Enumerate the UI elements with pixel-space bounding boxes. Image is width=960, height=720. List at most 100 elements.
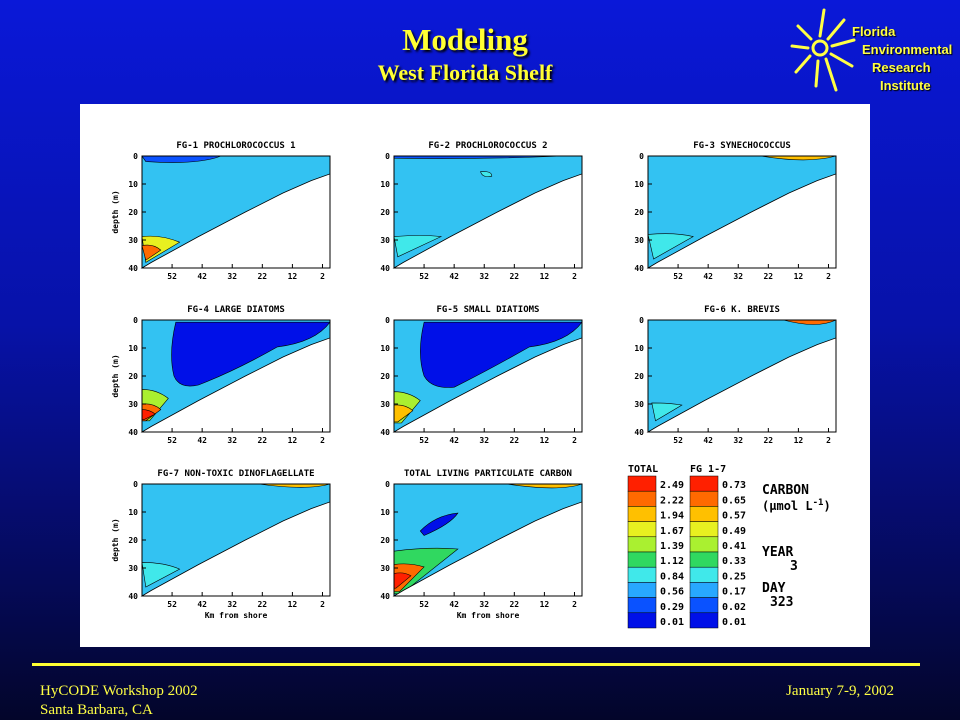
legend-fg-value: 0.65 bbox=[722, 495, 746, 506]
legend-swatch bbox=[689, 506, 719, 522]
logo-line: Environmental bbox=[862, 42, 953, 57]
x-tick-label: 2 bbox=[320, 436, 325, 445]
y-tick-label: 0 bbox=[385, 316, 390, 325]
x-axis-label: Km from shore bbox=[205, 611, 268, 620]
panel-title: FG-2 PROCHLOROCOCCUS 2 bbox=[428, 141, 547, 151]
legend-total-value: 0.84 bbox=[660, 571, 684, 582]
legend-year-value: 3 bbox=[790, 559, 798, 574]
x-tick-label: 42 bbox=[197, 436, 207, 445]
legend-total-value: 1.94 bbox=[660, 511, 684, 522]
x-tick-label: 22 bbox=[257, 436, 267, 445]
legend-total-value: 1.67 bbox=[660, 526, 684, 537]
contour-region bbox=[141, 409, 156, 420]
y-tick-label: 40 bbox=[128, 264, 138, 273]
legend-swatch bbox=[689, 582, 719, 598]
y-tick-label: 0 bbox=[385, 152, 390, 161]
y-tick-label: 40 bbox=[634, 264, 644, 273]
y-tick-label: 20 bbox=[128, 536, 138, 545]
contour-region bbox=[420, 321, 583, 388]
y-tick-label: 20 bbox=[380, 372, 390, 381]
legend-units: (μmol L-1) bbox=[762, 498, 831, 513]
contour-panel: FG-1 PROCHLOROCOCCUS 1 0 10 20 30 40 52 42 32 22 1… bbox=[111, 141, 331, 281]
legend-fg-value: 0.73 bbox=[722, 480, 746, 491]
contour-region bbox=[393, 404, 414, 423]
y-tick-label: 40 bbox=[380, 592, 390, 601]
color-legend: TOTAL FG 1-7 2.49 0.73 2.22 0.65 1.94 0.57 1.67 0… bbox=[627, 464, 831, 629]
legend-total-value: 0.29 bbox=[660, 602, 684, 613]
contour-panel: FG-6 K. BREVIS 0 10 20 30 40 52 42 32 22 12 2 bbox=[634, 305, 837, 445]
x-tick-label: 32 bbox=[227, 436, 237, 445]
y-tick-label: 20 bbox=[634, 372, 644, 381]
y-tick-label: 30 bbox=[634, 400, 644, 409]
x-tick-label: 22 bbox=[509, 600, 519, 609]
x-tick-label: 32 bbox=[479, 436, 489, 445]
legend-fg-value: 0.02 bbox=[722, 602, 746, 613]
model-figure: FG-1 PROCHLOROCOCCUS 1 0 10 20 30 40 52 42 32 22 1… bbox=[80, 104, 870, 647]
legend-fg-value: 0.25 bbox=[722, 571, 746, 582]
x-tick-label: 12 bbox=[540, 272, 550, 281]
x-tick-label: 12 bbox=[288, 436, 298, 445]
y-tick-label: 0 bbox=[133, 152, 138, 161]
legend-swatch bbox=[627, 612, 657, 629]
legend-swatch bbox=[689, 612, 719, 629]
y-tick-label: 20 bbox=[128, 372, 138, 381]
legend-year-label: YEAR bbox=[762, 545, 793, 560]
x-tick-label: 12 bbox=[288, 600, 298, 609]
x-tick-label: 32 bbox=[227, 600, 237, 609]
x-tick-label: 52 bbox=[419, 272, 429, 281]
legend-swatch bbox=[627, 490, 657, 507]
x-tick-label: 2 bbox=[320, 272, 325, 281]
legend-swatch bbox=[627, 506, 657, 522]
x-tick-label: 52 bbox=[673, 272, 683, 281]
x-tick-label: 32 bbox=[479, 600, 489, 609]
panel-title: FG-6 K. BREVIS bbox=[704, 305, 780, 315]
x-tick-label: 22 bbox=[509, 272, 519, 281]
y-tick-label: 30 bbox=[128, 564, 138, 573]
y-tick-label: 30 bbox=[128, 236, 138, 245]
y-axis-label: depth (m) bbox=[111, 518, 120, 561]
panel-title: TOTAL LIVING PARTICULATE CARBON bbox=[404, 469, 572, 479]
contour-region bbox=[419, 512, 459, 536]
y-tick-label: 0 bbox=[133, 316, 138, 325]
x-tick-label: 2 bbox=[826, 436, 831, 445]
y-axis-label: depth (m) bbox=[111, 190, 120, 233]
x-tick-label: 52 bbox=[167, 272, 177, 281]
x-tick-label: 22 bbox=[257, 272, 267, 281]
page-title: Modeling bbox=[402, 22, 528, 57]
contour-region bbox=[651, 402, 683, 422]
contour-region bbox=[480, 171, 493, 178]
contour-panel: FG-5 SMALL DIATIOMS 0 10 20 30 40 52 42 32 22 12 2 bbox=[380, 305, 583, 445]
contour-panel: FG-4 LARGE DIATOMS 0 10 20 30 40 52 42 32 22 12 2 de… bbox=[111, 305, 331, 445]
x-tick-label: 22 bbox=[257, 600, 267, 609]
footer-location: Santa Barbara, CA bbox=[40, 702, 153, 718]
x-tick-label: 2 bbox=[572, 600, 577, 609]
units-paren: ) bbox=[823, 499, 830, 513]
legend-swatch bbox=[627, 597, 657, 614]
legend-swatch bbox=[627, 582, 657, 598]
panel-title: FG-4 LARGE DIATOMS bbox=[187, 305, 285, 315]
footer-workshop: HyCODE Workshop 2002 bbox=[40, 683, 198, 699]
x-tick-label: 2 bbox=[572, 436, 577, 445]
legend-swatch bbox=[689, 490, 719, 507]
x-tick-label: 42 bbox=[703, 436, 713, 445]
x-tick-label: 42 bbox=[197, 272, 207, 281]
legend-swatch bbox=[627, 536, 657, 553]
x-tick-label: 22 bbox=[509, 436, 519, 445]
contour-region bbox=[141, 562, 181, 588]
y-tick-label: 30 bbox=[380, 400, 390, 409]
y-tick-label: 40 bbox=[634, 428, 644, 437]
legend-fg-value: 0.57 bbox=[722, 511, 746, 522]
contour-region bbox=[171, 321, 331, 387]
panel-title: FG-7 NON-TOXIC DINOFLAGELLATE bbox=[157, 469, 314, 479]
y-tick-label: 20 bbox=[634, 208, 644, 217]
x-tick-label: 52 bbox=[167, 436, 177, 445]
contour-panel: FG-7 NON-TOXIC DINOFLAGELLATE 0 10 20 30 40 52… bbox=[111, 469, 331, 620]
legend-swatch bbox=[689, 597, 719, 614]
y-tick-label: 10 bbox=[634, 180, 644, 189]
legend-swatch bbox=[689, 536, 719, 553]
contour-region bbox=[141, 244, 162, 261]
contour-panel: TOTAL LIVING PARTICULATE CARBON 0 10 20 30 40… bbox=[380, 469, 583, 620]
legend-swatch bbox=[627, 566, 657, 583]
panel-title: FG-5 SMALL DIATIOMS bbox=[437, 305, 540, 315]
legend-total-value: 2.49 bbox=[660, 480, 684, 491]
